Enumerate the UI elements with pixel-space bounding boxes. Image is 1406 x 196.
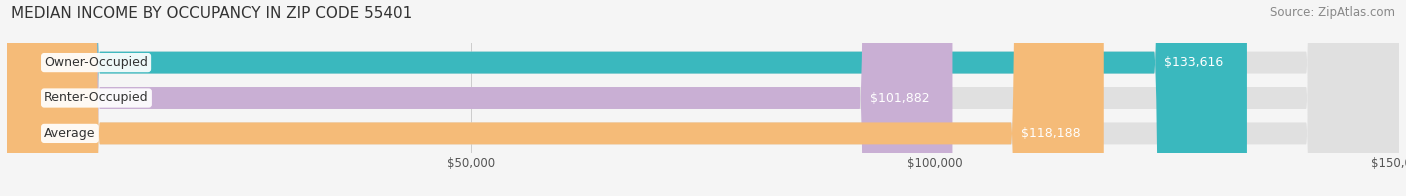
FancyBboxPatch shape <box>7 0 1399 196</box>
Text: Renter-Occupied: Renter-Occupied <box>44 92 149 104</box>
Text: Average: Average <box>44 127 96 140</box>
FancyBboxPatch shape <box>7 0 952 196</box>
Text: $118,188: $118,188 <box>1021 127 1081 140</box>
Text: MEDIAN INCOME BY OCCUPANCY IN ZIP CODE 55401: MEDIAN INCOME BY OCCUPANCY IN ZIP CODE 5… <box>11 6 412 21</box>
FancyBboxPatch shape <box>7 0 1104 196</box>
FancyBboxPatch shape <box>7 0 1247 196</box>
Text: $133,616: $133,616 <box>1164 56 1223 69</box>
FancyBboxPatch shape <box>7 0 1399 196</box>
Text: Owner-Occupied: Owner-Occupied <box>44 56 148 69</box>
FancyBboxPatch shape <box>7 0 1399 196</box>
Text: Source: ZipAtlas.com: Source: ZipAtlas.com <box>1270 6 1395 19</box>
Text: $101,882: $101,882 <box>870 92 929 104</box>
